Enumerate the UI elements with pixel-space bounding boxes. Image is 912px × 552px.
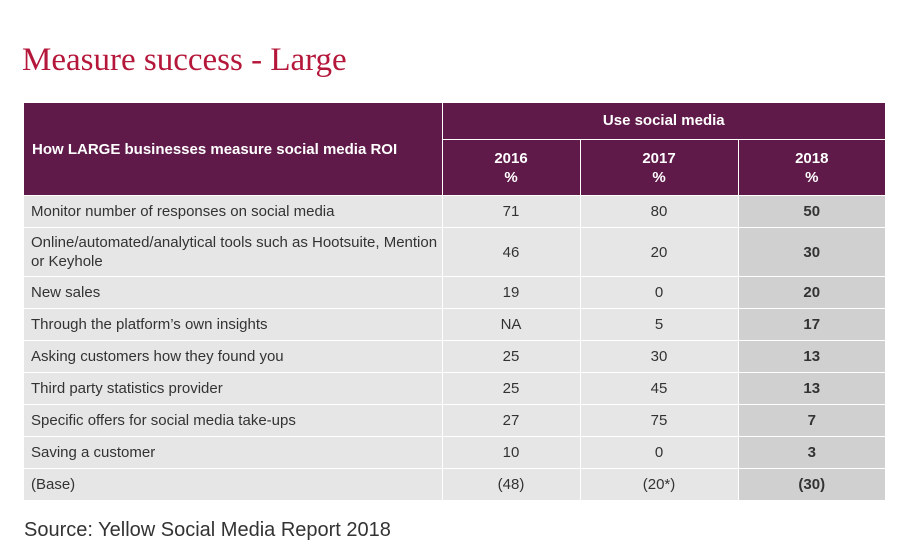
column-year: 2016 xyxy=(494,149,528,167)
value-2017: 0 xyxy=(579,436,739,469)
value-2018: 50 xyxy=(737,195,886,228)
column-unit: % xyxy=(652,168,666,186)
value-2016: 71 xyxy=(441,195,581,228)
value-2018: 13 xyxy=(737,372,886,405)
value-2016: 19 xyxy=(441,276,581,309)
column-header-2018: 2018 % xyxy=(737,139,886,196)
table-row: Monitor number of responses on social me… xyxy=(24,195,886,228)
row-label: (Base) xyxy=(24,468,443,501)
group-header: Use social media xyxy=(441,102,886,140)
value-2016: NA xyxy=(441,308,581,341)
value-2018: 3 xyxy=(737,436,886,469)
row-label: Online/automated/analytical tools such a… xyxy=(24,227,443,277)
value-2017: 80 xyxy=(579,195,739,228)
value-2017: 75 xyxy=(579,404,739,437)
value-2016: 10 xyxy=(441,436,581,469)
table-row: New sales 19 0 20 xyxy=(24,276,886,309)
value-2018: 20 xyxy=(737,276,886,309)
column-header-2016: 2016 % xyxy=(441,139,581,196)
value-2018: 30 xyxy=(737,227,886,277)
value-2018: 13 xyxy=(737,340,886,373)
column-header-2017: 2017 % xyxy=(579,139,739,196)
table-row: Specific offers for social media take-up… xyxy=(24,404,886,437)
row-label: Specific offers for social media take-up… xyxy=(24,404,443,437)
row-label: Third party statistics provider xyxy=(24,372,443,405)
value-2016: (48) xyxy=(441,468,581,501)
table-row: Saving a customer 10 0 3 xyxy=(24,436,886,469)
value-2016: 25 xyxy=(441,372,581,405)
column-unit: % xyxy=(504,168,518,186)
value-2018: 17 xyxy=(737,308,886,341)
page-title: Measure success - Large xyxy=(22,42,347,78)
value-2018: 7 xyxy=(737,404,886,437)
column-unit: % xyxy=(805,168,819,186)
column-year: 2018 xyxy=(795,149,829,167)
table-row: Through the platform’s own insights NA 5… xyxy=(24,308,886,341)
row-label: Through the platform’s own insights xyxy=(24,308,443,341)
value-2017: 20 xyxy=(579,227,739,277)
value-2017: 45 xyxy=(579,372,739,405)
value-2017: 30 xyxy=(579,340,739,373)
row-label: Asking customers how they found you xyxy=(24,340,443,373)
value-2016: 27 xyxy=(441,404,581,437)
row-label: Saving a customer xyxy=(24,436,443,469)
value-2016: 46 xyxy=(441,227,581,277)
row-header: How LARGE businesses measure social medi… xyxy=(24,102,443,196)
row-label: New sales xyxy=(24,276,443,309)
source-note: Source: Yellow Social Media Report 2018 xyxy=(24,519,391,541)
table-row: Third party statistics provider 25 45 13 xyxy=(24,372,886,405)
row-label: Monitor number of responses on social me… xyxy=(24,195,443,228)
roi-table: How LARGE businesses measure social medi… xyxy=(24,102,886,501)
column-year: 2017 xyxy=(642,149,676,167)
value-2018: (30) xyxy=(737,468,886,501)
value-2016: 25 xyxy=(441,340,581,373)
value-2017: (20*) xyxy=(579,468,739,501)
table-row: Online/automated/analytical tools such a… xyxy=(24,227,886,277)
table-row: Asking customers how they found you 25 3… xyxy=(24,340,886,373)
value-2017: 5 xyxy=(579,308,739,341)
table-row: (Base) (48) (20*) (30) xyxy=(24,468,886,501)
value-2017: 0 xyxy=(579,276,739,309)
